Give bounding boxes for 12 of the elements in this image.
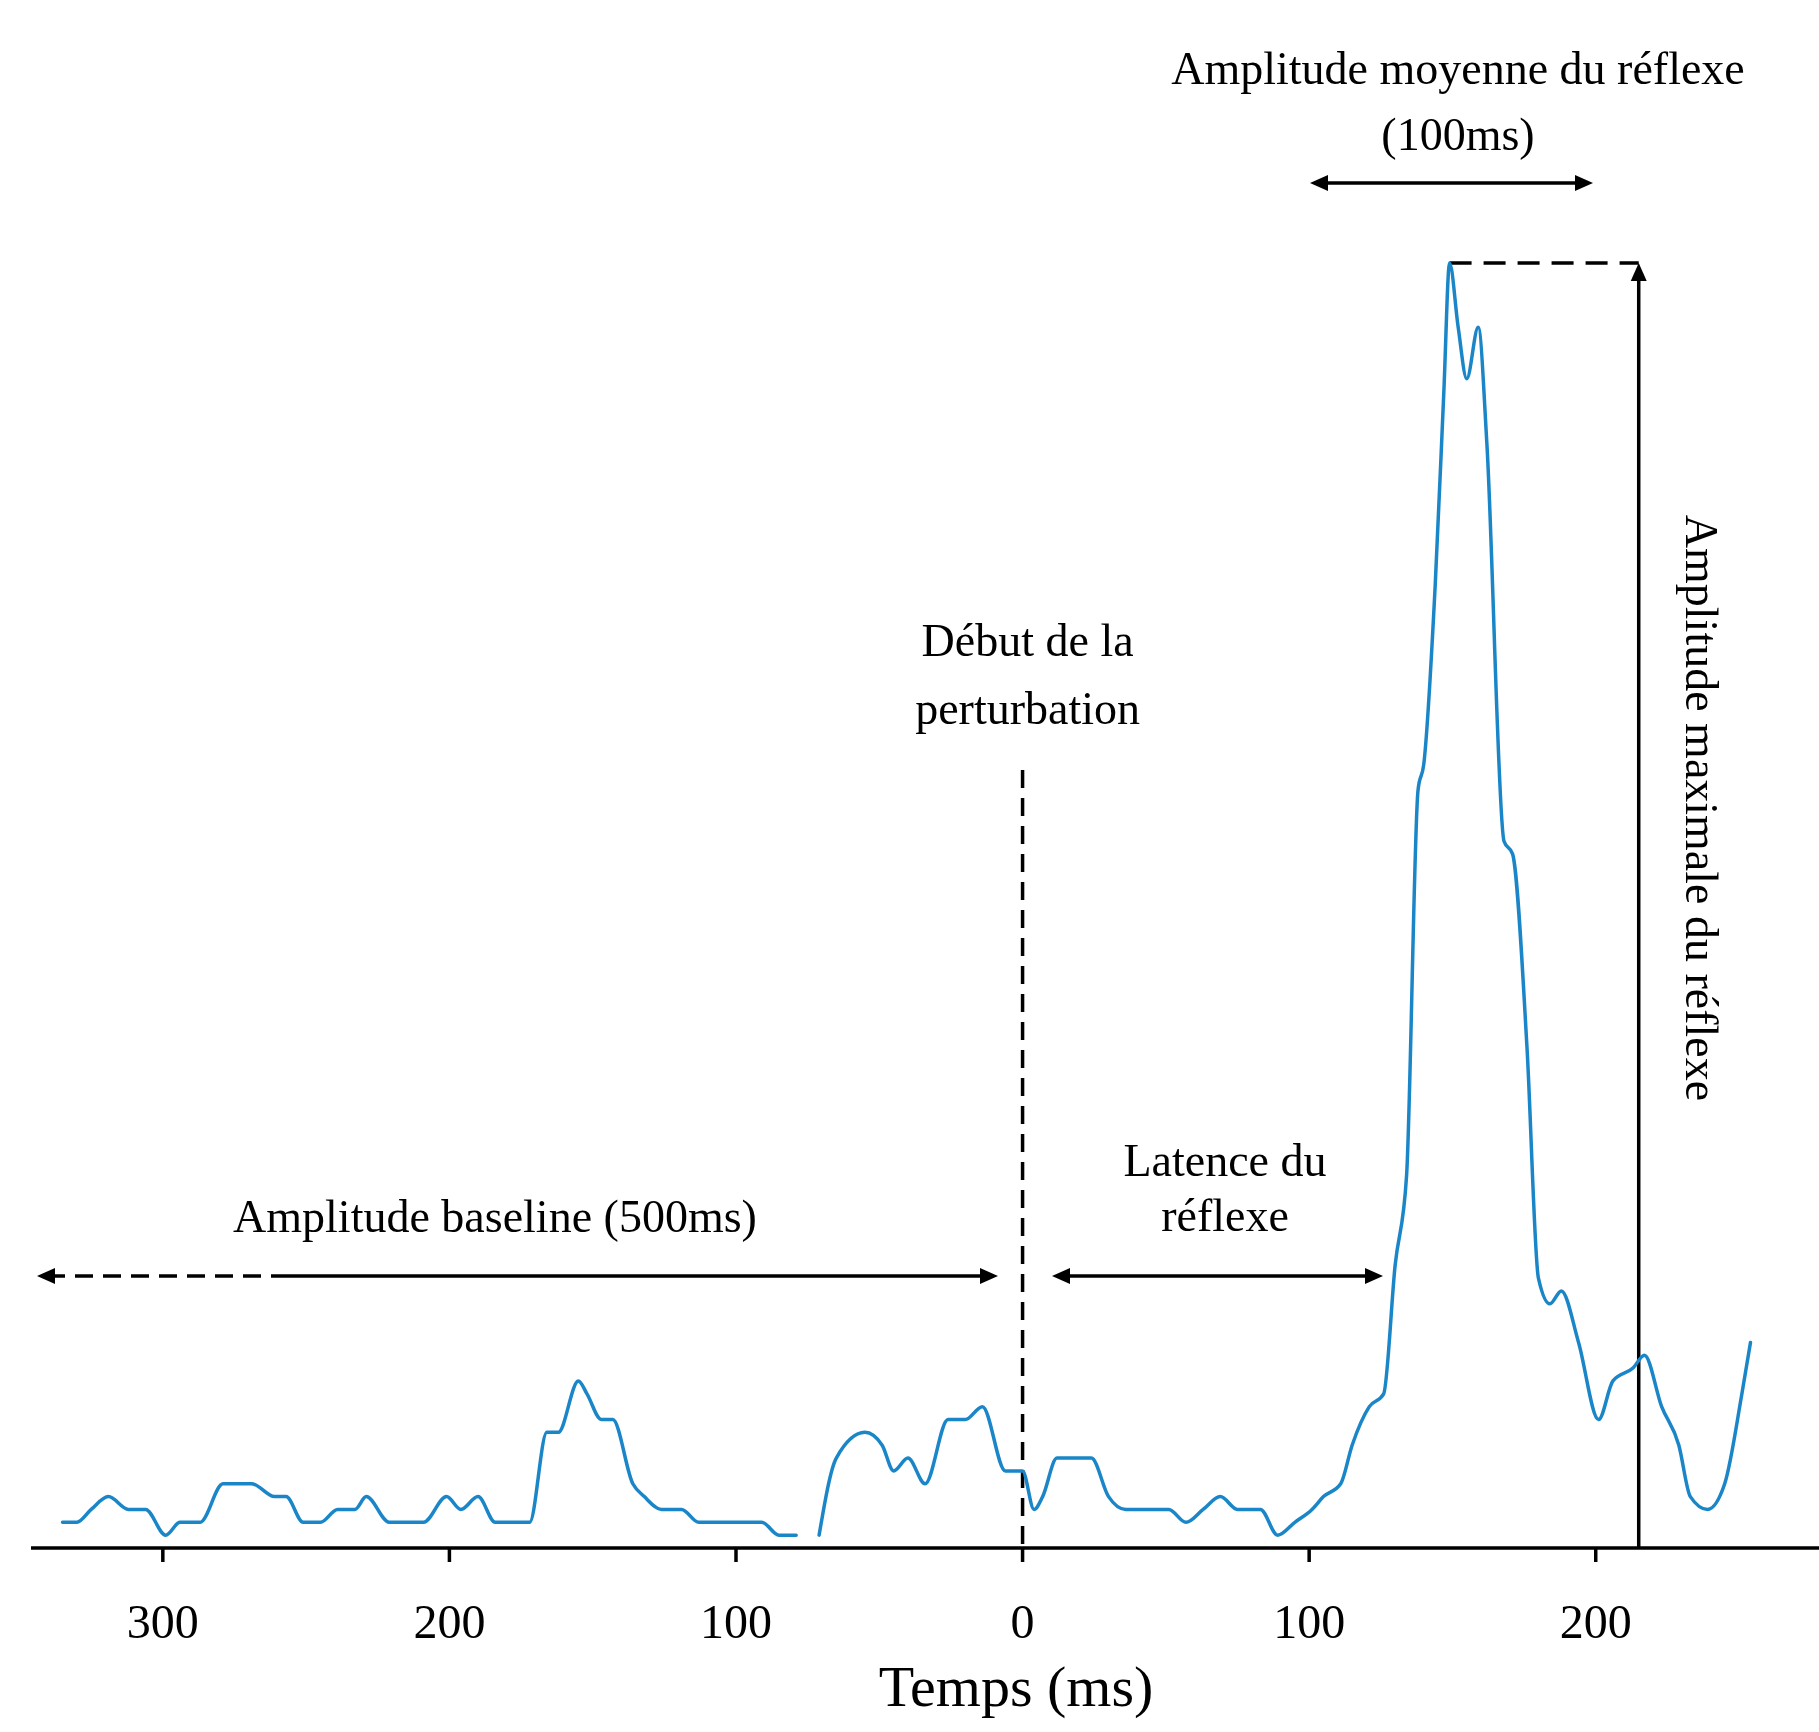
x-tick-label: 300: [126, 1595, 199, 1648]
text: Amplitude moyenne du réflexe (100ms): [1171, 43, 1745, 160]
x-tick-label: 0: [1010, 1595, 1035, 1648]
x-tick-label: 200: [413, 1595, 486, 1648]
ref-line-label: Début de la perturbation: [915, 615, 1140, 734]
x-tick-label: 100: [1273, 1595, 1346, 1648]
x-tick-label: 200: [1559, 1595, 1632, 1648]
annotation: Amplitude baseline (500ms): [233, 1191, 757, 1242]
annotation: Latence du réflexe: [1123, 1135, 1327, 1241]
x-tick-label: 100: [699, 1595, 772, 1648]
x-axis-title: Temps (ms): [878, 1654, 1154, 1719]
ref-line-label: Amplitude maximale du réflexe: [1675, 514, 1727, 1102]
